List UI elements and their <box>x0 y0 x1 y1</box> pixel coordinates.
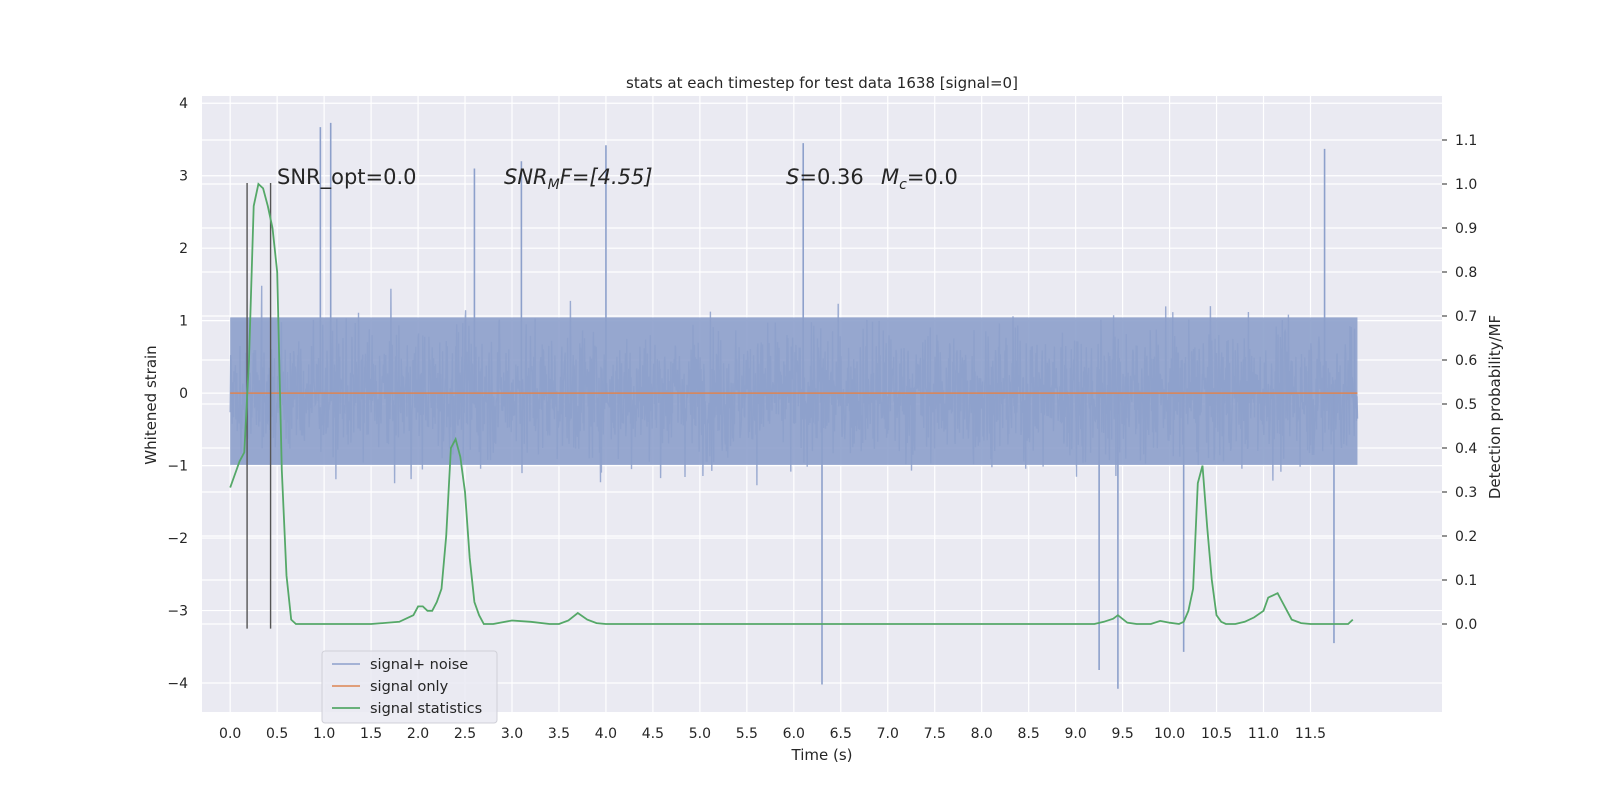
x-axis-label: Time (s) <box>791 746 853 764</box>
legend-label-signal-noise: signal+ noise <box>370 657 468 673</box>
y-tick-label: 3 <box>179 169 188 185</box>
x-tick-label: 5.5 <box>736 726 758 742</box>
x-tick-label: 2.5 <box>454 726 476 742</box>
x-tick-label: 9.5 <box>1111 726 1133 742</box>
statistics-line <box>229 182 1354 625</box>
annotation-s: S=0.36 <box>786 165 864 189</box>
y2-tick-label: 0.4 <box>1455 441 1477 457</box>
x-tick-label: 1.5 <box>360 726 382 742</box>
annotation-snr-mf: SNRMF=[4.55] <box>504 165 653 193</box>
x-tick-label: 10.0 <box>1154 726 1185 742</box>
y2-tick-label: 0.9 <box>1455 221 1477 237</box>
x-tick-label: 1.0 <box>313 726 335 742</box>
legend-label-signal-statistics: signal statistics <box>370 701 482 717</box>
chart-title: stats at each timestep for test data 163… <box>626 74 1018 92</box>
tick-labels: 0.0 0.5 1.0 1.5 2.0 2.5 3.0 3.5 4.0 4.5 5.0 5.5 6.0 6… <box>167 96 1477 742</box>
x-tick-label: 8.5 <box>1018 726 1040 742</box>
y-tick-label: 0 <box>179 386 188 402</box>
x-tick-label: 2.0 <box>407 726 429 742</box>
x-tick-label: 7.5 <box>924 726 946 742</box>
x-tick-label: 11.0 <box>1248 726 1279 742</box>
y2-tick-label: 0.3 <box>1455 485 1477 501</box>
y2-tick-label: 0.6 <box>1455 353 1477 369</box>
y2-tick-label: 0.8 <box>1455 265 1477 281</box>
noise-core <box>230 317 1358 465</box>
x-tick-label: 9.0 <box>1065 726 1087 742</box>
y-tick-label: 4 <box>179 96 188 112</box>
x-tick-label: 5.0 <box>689 726 711 742</box>
x-tick-label: 6.0 <box>783 726 805 742</box>
x-tick-label: 11.5 <box>1295 726 1326 742</box>
legend: signal+ noise signal only signal statist… <box>321 650 498 724</box>
y-tick-label: 2 <box>179 241 188 257</box>
y2-tick-label: 0.5 <box>1455 397 1477 413</box>
y2-tick-label: 1.1 <box>1455 133 1477 149</box>
x-tick-label: 0.0 <box>219 726 241 742</box>
y2-tick-label: 0.7 <box>1455 309 1477 325</box>
y2-tick-label: 0.1 <box>1455 573 1477 589</box>
y2-tick-label: 0.0 <box>1455 617 1477 633</box>
y-tick-label: −2 <box>167 531 188 547</box>
x-tick-label: 3.5 <box>548 726 570 742</box>
series-signal-statistics <box>229 182 1354 625</box>
x-tick-label: 3.0 <box>501 726 523 742</box>
x-tick-label: 0.5 <box>266 726 288 742</box>
x-tick-label: 4.5 <box>642 726 664 742</box>
y2-tick-label: 0.2 <box>1455 529 1477 545</box>
x-tick-label: 7.0 <box>877 726 899 742</box>
legend-box <box>321 650 498 724</box>
y2-axis-label: Detection probability/MF <box>1486 315 1504 499</box>
legend-label-signal-only: signal only <box>370 679 449 695</box>
series-signal-noise <box>229 122 1359 689</box>
y-tick-label: −1 <box>167 459 188 475</box>
y2-tick-label: 1.0 <box>1455 177 1477 193</box>
annotation-snr-opt: SNR_opt=0.0 <box>277 165 417 190</box>
annotation-mc: Mc=0.0 <box>881 165 958 193</box>
x-tick-label: 4.0 <box>595 726 617 742</box>
x-tick-label: 8.0 <box>971 726 993 742</box>
x-tick-label: 10.5 <box>1201 726 1232 742</box>
y-axis-label: Whitened strain <box>142 345 160 464</box>
y-tick-label: 1 <box>179 314 188 330</box>
y-tick-label: −3 <box>167 604 188 620</box>
x-tick-label: 6.5 <box>830 726 852 742</box>
y-tick-label: −4 <box>167 676 188 692</box>
